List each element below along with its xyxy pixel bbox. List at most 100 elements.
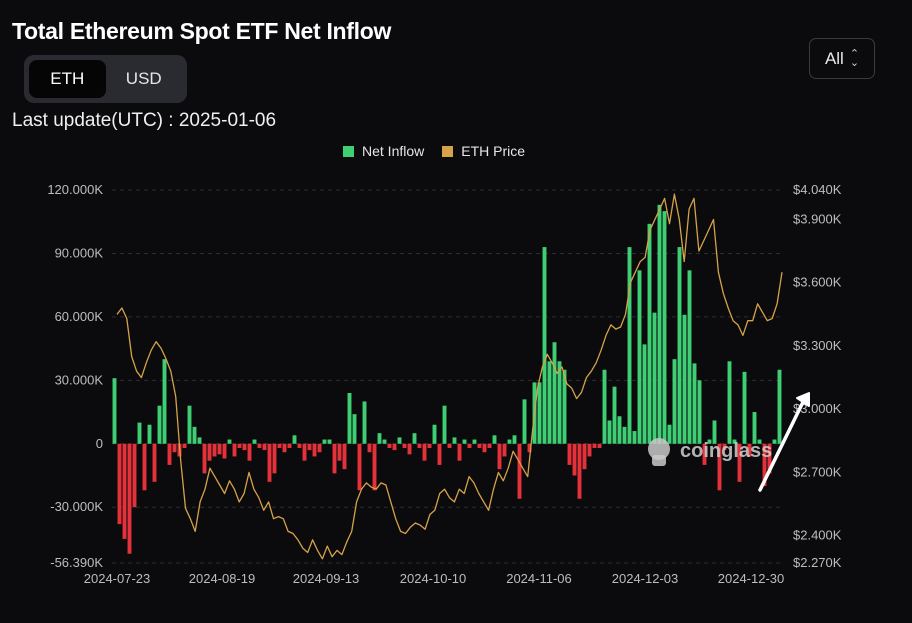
bar [362,401,367,444]
bar [347,393,352,444]
legend-swatch-net-inflow [343,145,354,157]
bar [142,443,147,491]
y-right-tick-label: $4.040K [793,182,842,197]
bar [737,443,742,482]
bar [332,443,337,474]
bar [372,443,377,491]
chart-legend: Net Inflow ETH Price [343,143,525,159]
bar [147,424,152,444]
bar [322,439,327,444]
bar [692,363,697,444]
bar [502,443,507,457]
bar [272,443,277,474]
bar [262,443,267,451]
bar [137,422,142,444]
bar [672,359,677,444]
bar [377,433,382,444]
bar [432,424,437,444]
bar [632,431,637,444]
bar [682,314,687,444]
bar [612,386,617,444]
bar [642,344,647,444]
bar [182,443,187,448]
y-left-tick-label: 120.000K [47,182,103,197]
bar [327,439,332,444]
y-left-tick-label: 60.000K [55,309,104,324]
bar [342,443,347,470]
bar [717,443,722,491]
y-left-tick-label: -30.000K [50,499,103,514]
bar [337,443,342,461]
bar [582,443,587,470]
bar [387,443,392,448]
bar [367,443,372,453]
legend-swatch-eth-price [442,145,454,157]
bar [402,443,407,448]
bar [247,443,252,461]
range-select[interactable]: All ⌃ ⌄ [809,38,875,79]
bar [742,371,747,444]
bar [172,443,177,453]
bar [772,439,777,444]
bar [627,247,632,444]
bar [277,443,282,448]
bar [477,443,482,448]
bar [552,342,557,444]
legend-label-net-inflow: Net Inflow [362,143,425,159]
bar [727,361,732,444]
bar [652,312,657,444]
toggle-eth-button[interactable]: ETH [29,60,106,98]
bar [697,380,702,444]
bar [192,426,197,444]
y-right-tick-label: $2.400K [793,528,842,543]
x-tick-label: 2024-12-03 [612,571,679,586]
bar [747,443,752,457]
y-left-tick-label: -56.390K [50,555,103,570]
bar [462,439,467,444]
bar [512,435,517,444]
bar [657,204,662,444]
watermark-text: coinglass [680,440,772,462]
bar [472,439,477,444]
bar [752,412,757,444]
bar [707,439,712,444]
legend-item-net-inflow[interactable]: Net Inflow [343,143,424,159]
bar [777,369,782,444]
bar [127,443,132,554]
bar [352,414,357,444]
bar [197,437,202,444]
x-tick-label: 2024-07-23 [84,571,151,586]
bar [527,443,532,453]
chevron-updown-icon: ⌃ ⌄ [849,47,860,69]
bar [602,369,607,444]
bar [412,433,417,444]
last-update-text: Last update(UTC) : 2025-01-06 [12,110,277,131]
x-tick-label: 2024-12-30 [718,571,785,586]
bar [457,443,462,461]
bar [702,443,707,465]
bar [267,443,272,482]
legend-item-eth-price[interactable]: ETH Price [442,143,525,159]
unit-toggle: ETH USD [24,55,187,103]
bar [382,439,387,444]
toggle-usd-button[interactable]: USD [125,69,162,88]
bar [162,359,167,444]
bar [647,223,652,444]
bar [452,437,457,444]
bar [722,443,727,451]
bar [447,443,452,448]
bar [152,443,157,482]
bar [572,443,577,476]
y-left-tick-label: 30.000K [55,372,104,387]
bar [282,443,287,453]
x-tick-label: 2024-11-06 [506,571,572,586]
bar [117,443,122,525]
y-left-tick-label: 90.000K [55,245,104,260]
coinglass-logo-icon [648,438,670,466]
x-tick-label: 2024-10-10 [400,571,467,586]
y-right-tick-label: $3.900K [793,212,842,227]
bar [202,443,207,474]
price-line [116,193,783,560]
bar [587,443,592,457]
